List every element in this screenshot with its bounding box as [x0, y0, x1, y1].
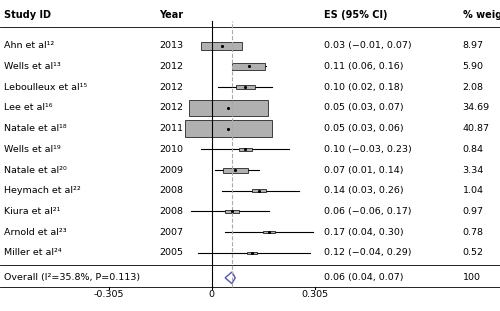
Text: 1.04: 1.04: [462, 186, 483, 195]
Text: 0.05 (0.03, 0.06): 0.05 (0.03, 0.06): [324, 124, 404, 133]
Text: 0.06 (−0.06, 0.17): 0.06 (−0.06, 0.17): [324, 207, 412, 216]
Text: Heymach et al²²: Heymach et al²²: [4, 186, 80, 195]
Text: Kiura et al²¹: Kiura et al²¹: [4, 207, 60, 216]
Text: 34.69: 34.69: [462, 103, 489, 112]
Text: Wells et al¹³: Wells et al¹³: [4, 62, 60, 71]
Text: % weight: % weight: [462, 10, 500, 20]
Text: 0.06 (0.04, 0.07): 0.06 (0.04, 0.07): [324, 273, 404, 282]
Text: 0.11 (0.06, 0.16): 0.11 (0.06, 0.16): [324, 62, 404, 71]
Text: 0.17 (0.04, 0.30): 0.17 (0.04, 0.30): [324, 228, 404, 237]
Text: 2008: 2008: [159, 207, 183, 216]
Bar: [232, 63, 265, 70]
Text: 40.87: 40.87: [462, 124, 489, 133]
Text: Natale et al¹⁸: Natale et al¹⁸: [4, 124, 66, 133]
Text: 0.10 (0.02, 0.18): 0.10 (0.02, 0.18): [324, 83, 404, 91]
Bar: [236, 85, 255, 89]
Text: 2010: 2010: [159, 145, 183, 154]
Text: 0.14 (0.03, 0.26): 0.14 (0.03, 0.26): [324, 186, 404, 195]
Text: Miller et al²⁴: Miller et al²⁴: [4, 248, 61, 258]
Text: 2008: 2008: [159, 186, 183, 195]
Text: 2012: 2012: [159, 83, 183, 91]
Text: Wells et al¹⁹: Wells et al¹⁹: [4, 145, 60, 154]
Text: Leboulleux et al¹⁵: Leboulleux et al¹⁵: [4, 83, 87, 91]
Text: 2011: 2011: [159, 124, 183, 133]
Text: 100: 100: [462, 273, 480, 282]
Text: 0.07 (0.01, 0.14): 0.07 (0.01, 0.14): [324, 165, 404, 174]
Text: 2005: 2005: [159, 248, 183, 258]
Bar: [185, 120, 272, 137]
Text: 0.78: 0.78: [462, 228, 483, 237]
Text: 2.08: 2.08: [462, 83, 483, 91]
Text: 0.97: 0.97: [462, 207, 483, 216]
Text: 2013: 2013: [159, 41, 184, 50]
Bar: [263, 231, 275, 234]
Text: 5.90: 5.90: [462, 62, 483, 71]
Text: -0.305: -0.305: [94, 290, 124, 299]
Text: Study ID: Study ID: [4, 10, 50, 20]
Text: 0.10 (−0.03, 0.23): 0.10 (−0.03, 0.23): [324, 145, 412, 154]
Text: 0.84: 0.84: [462, 145, 483, 154]
Text: 3.34: 3.34: [462, 165, 484, 174]
Bar: [225, 210, 238, 213]
Text: Lee et al¹⁶: Lee et al¹⁶: [4, 103, 52, 112]
Text: 0.12 (−0.04, 0.29): 0.12 (−0.04, 0.29): [324, 248, 412, 258]
Bar: [248, 252, 257, 254]
Text: 0.305: 0.305: [301, 290, 328, 299]
Bar: [223, 168, 248, 173]
Text: 0.03 (−0.01, 0.07): 0.03 (−0.01, 0.07): [324, 41, 412, 50]
Text: 2012: 2012: [159, 62, 183, 71]
Bar: [188, 100, 268, 116]
Text: Overall (I²=35.8%, P=0.113): Overall (I²=35.8%, P=0.113): [4, 273, 140, 282]
Text: 2009: 2009: [159, 165, 183, 174]
Text: Year: Year: [159, 10, 184, 20]
Text: ES (95% CI): ES (95% CI): [324, 10, 388, 20]
Text: Natale et al²⁰: Natale et al²⁰: [4, 165, 66, 174]
Bar: [202, 42, 242, 50]
Bar: [252, 189, 266, 192]
Text: 0.52: 0.52: [462, 248, 483, 258]
Text: 0: 0: [208, 290, 214, 299]
Polygon shape: [225, 272, 235, 284]
Bar: [239, 148, 252, 151]
Text: Ahn et al¹²: Ahn et al¹²: [4, 41, 54, 50]
Text: Arnold et al²³: Arnold et al²³: [4, 228, 66, 237]
Text: 8.97: 8.97: [462, 41, 483, 50]
Text: 0.05 (0.03, 0.07): 0.05 (0.03, 0.07): [324, 103, 404, 112]
Text: 2012: 2012: [159, 103, 183, 112]
Text: 2007: 2007: [159, 228, 183, 237]
